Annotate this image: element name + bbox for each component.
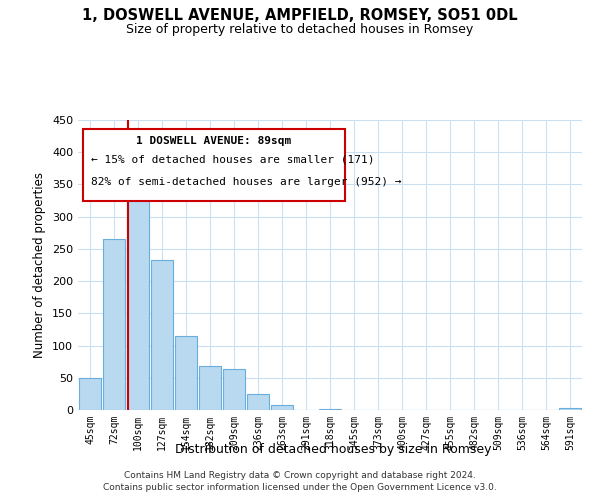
FancyBboxPatch shape bbox=[83, 128, 345, 201]
Bar bbox=[127, 191, 149, 410]
Bar bbox=[319, 408, 341, 410]
Bar bbox=[223, 370, 245, 410]
Text: 82% of semi-detached houses are larger (952) →: 82% of semi-detached houses are larger (… bbox=[91, 176, 401, 186]
Bar bbox=[151, 260, 173, 410]
Y-axis label: Number of detached properties: Number of detached properties bbox=[34, 172, 46, 358]
Text: Contains HM Land Registry data © Crown copyright and database right 2024.: Contains HM Land Registry data © Crown c… bbox=[124, 471, 476, 480]
Bar bbox=[559, 408, 581, 410]
Text: 1, DOSWELL AVENUE, AMPFIELD, ROMSEY, SO51 0DL: 1, DOSWELL AVENUE, AMPFIELD, ROMSEY, SO5… bbox=[82, 8, 518, 22]
Text: ← 15% of detached houses are smaller (171): ← 15% of detached houses are smaller (17… bbox=[91, 155, 374, 165]
Bar bbox=[199, 366, 221, 410]
Bar bbox=[175, 336, 197, 410]
Bar bbox=[79, 378, 101, 410]
Text: 1 DOSWELL AVENUE: 89sqm: 1 DOSWELL AVENUE: 89sqm bbox=[136, 136, 292, 146]
Bar bbox=[103, 239, 125, 410]
Bar bbox=[271, 406, 293, 410]
Text: Contains public sector information licensed under the Open Government Licence v3: Contains public sector information licen… bbox=[103, 484, 497, 492]
Bar bbox=[247, 394, 269, 410]
Text: Size of property relative to detached houses in Romsey: Size of property relative to detached ho… bbox=[127, 22, 473, 36]
Text: Distribution of detached houses by size in Romsey: Distribution of detached houses by size … bbox=[175, 442, 491, 456]
